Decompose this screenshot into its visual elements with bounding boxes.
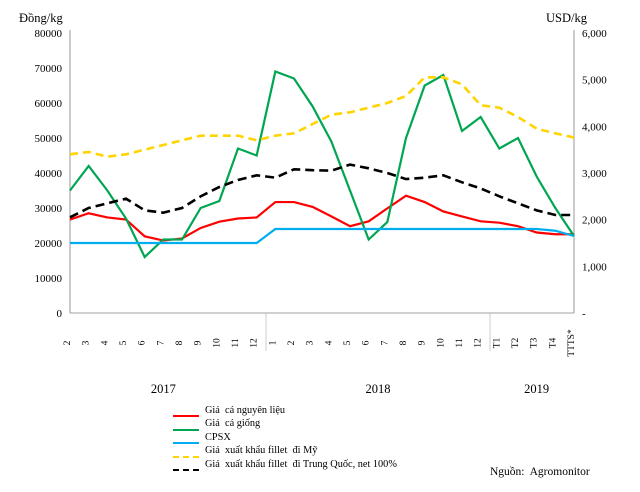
- svg-text:6,000: 6,000: [582, 28, 607, 40]
- svg-text:10000: 10000: [35, 273, 63, 285]
- svg-text:10: 10: [436, 338, 446, 348]
- svg-text:1: 1: [268, 340, 278, 345]
- svg-text:9: 9: [418, 340, 428, 345]
- svg-text:7: 7: [156, 340, 166, 345]
- svg-text:5: 5: [119, 340, 129, 345]
- svg-text:50000: 50000: [35, 133, 63, 145]
- svg-text:70000: 70000: [35, 63, 63, 75]
- svg-text:2017: 2017: [151, 382, 176, 396]
- svg-text:3: 3: [306, 340, 316, 345]
- svg-text:20000: 20000: [35, 238, 63, 250]
- svg-text:0: 0: [57, 308, 63, 320]
- svg-text:3: 3: [82, 340, 92, 345]
- svg-text:11: 11: [231, 338, 241, 347]
- svg-text:10: 10: [212, 338, 222, 348]
- svg-text:T3: T3: [530, 337, 540, 348]
- svg-text:T2: T2: [511, 337, 521, 348]
- svg-text:4: 4: [100, 340, 110, 345]
- svg-text:T4: T4: [548, 337, 558, 348]
- svg-text:2,000: 2,000: [582, 215, 607, 227]
- svg-text:TTTS*: TTTS*: [567, 329, 577, 357]
- svg-text:80000: 80000: [35, 28, 63, 40]
- svg-text:5: 5: [343, 340, 353, 345]
- svg-text:8: 8: [399, 340, 409, 345]
- svg-text:6: 6: [138, 340, 148, 345]
- svg-text:5,000: 5,000: [582, 75, 607, 87]
- svg-text:2018: 2018: [366, 382, 391, 396]
- svg-text:1,000: 1,000: [582, 261, 607, 273]
- svg-text:3,000: 3,000: [582, 168, 607, 180]
- svg-text:T1: T1: [492, 337, 502, 348]
- svg-text:12: 12: [250, 338, 260, 348]
- svg-text:8: 8: [175, 340, 185, 345]
- svg-text:7: 7: [380, 340, 390, 345]
- svg-text:9: 9: [194, 340, 204, 345]
- svg-text:4,000: 4,000: [582, 121, 607, 133]
- svg-text:2: 2: [63, 340, 73, 345]
- svg-text:11: 11: [455, 338, 465, 347]
- svg-text:6: 6: [362, 340, 372, 345]
- svg-text:2: 2: [287, 340, 297, 345]
- svg-text:30000: 30000: [35, 203, 63, 215]
- svg-text:40000: 40000: [35, 168, 63, 180]
- svg-text:60000: 60000: [35, 98, 63, 110]
- svg-text:2019: 2019: [524, 382, 549, 396]
- svg-text:4: 4: [324, 340, 334, 345]
- svg-text:12: 12: [474, 338, 484, 348]
- svg-text:-: -: [582, 308, 586, 320]
